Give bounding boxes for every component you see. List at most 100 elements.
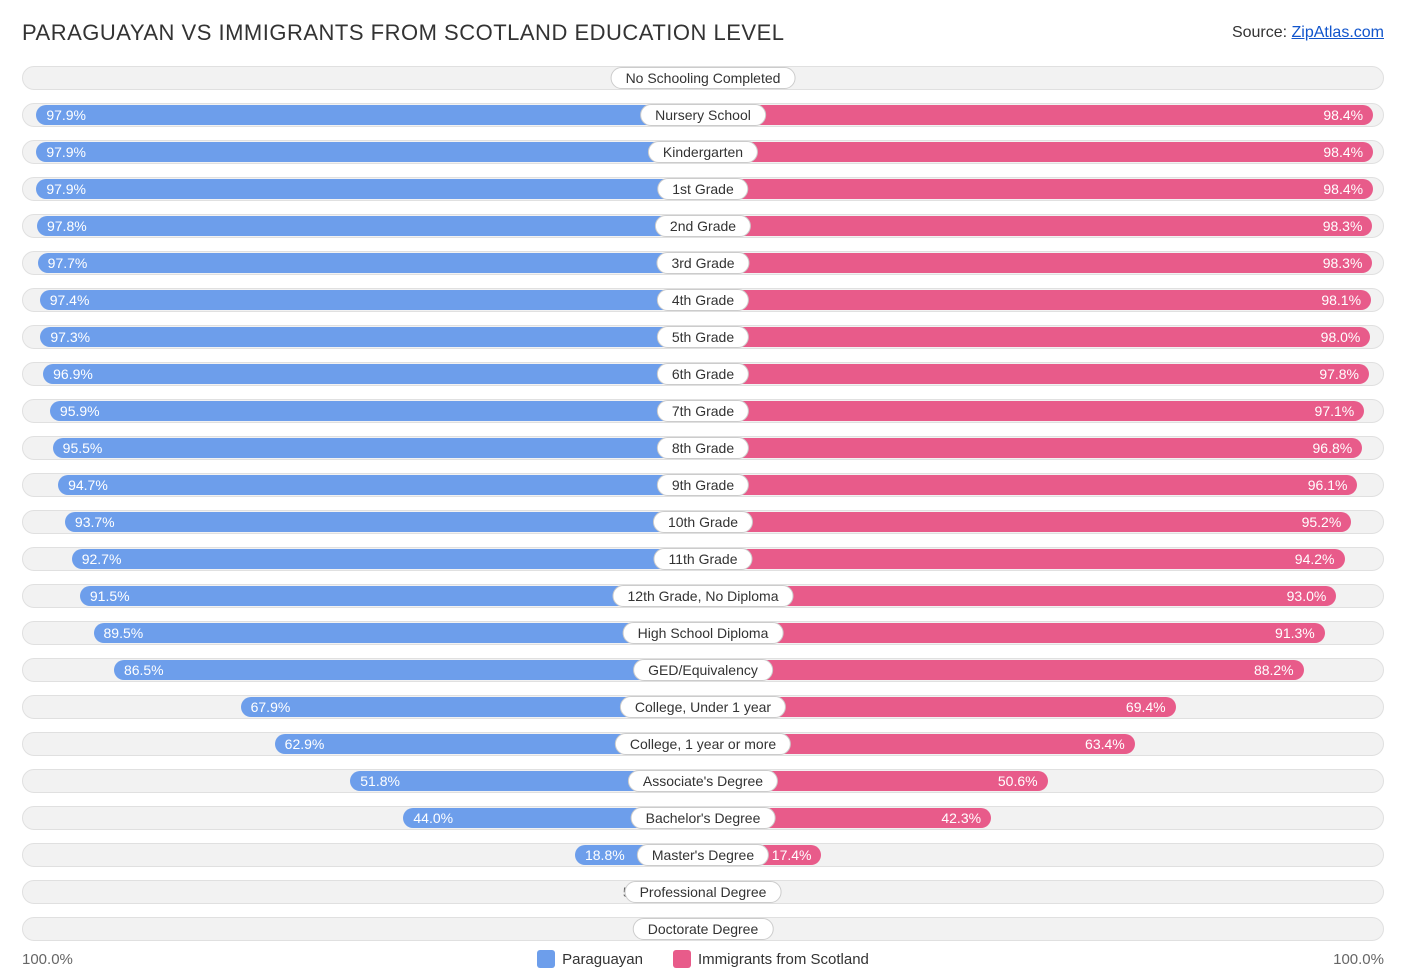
bar-left: 94.7% (58, 475, 703, 495)
half-right: 17.4% (703, 843, 1384, 867)
half-left: 2.2% (22, 66, 703, 90)
bar-value-right: 98.4% (1323, 181, 1363, 197)
page-title: PARAGUAYAN VS IMMIGRANTS FROM SCOTLAND E… (22, 20, 784, 46)
bar-left: 92.7% (72, 549, 703, 569)
bar-value-right: 42.3% (941, 810, 981, 826)
source-prefix: Source: (1232, 24, 1292, 41)
legend-item-right: Immigrants from Scotland (673, 950, 869, 968)
bar-left: 97.9% (36, 142, 703, 162)
chart-row: 91.5% 93.0% 12th Grade, No Diploma (22, 580, 1384, 612)
bar-value-left: 97.9% (46, 181, 86, 197)
bar-value-right: 91.3% (1275, 625, 1315, 641)
half-right: 42.3% (703, 806, 1384, 830)
half-right: 69.4% (703, 695, 1384, 719)
bar-right: 98.4% (703, 105, 1373, 125)
half-left: 67.9% (22, 695, 703, 719)
bar-left: 97.4% (40, 290, 703, 310)
bar-left: 89.5% (94, 623, 703, 643)
half-left: 91.5% (22, 584, 703, 608)
half-right: 98.1% (703, 288, 1384, 312)
bar-value-right: 17.4% (772, 847, 812, 863)
half-right: 97.1% (703, 399, 1384, 423)
chart-row: 51.8% 50.6% Associate's Degree (22, 765, 1384, 797)
category-label: 3rd Grade (656, 252, 749, 274)
half-right: 98.4% (703, 103, 1384, 127)
chart-row: 89.5% 91.3% High School Diploma (22, 617, 1384, 649)
half-right: 96.8% (703, 436, 1384, 460)
category-label: Nursery School (640, 104, 766, 126)
bar-value-right: 93.0% (1287, 588, 1327, 604)
bar-left: 93.7% (65, 512, 703, 532)
legend-swatch-left (537, 950, 555, 968)
chart-row: 97.9%98.4%Kindergarten (22, 136, 1384, 168)
bar-right: 94.2% (703, 549, 1345, 569)
bar-value-left: 94.7% (68, 477, 108, 493)
chart-row: 97.3% 98.0% 5th Grade (22, 321, 1384, 353)
bar-value-left: 18.8% (585, 847, 625, 863)
bar-value-left: 86.5% (124, 662, 164, 678)
half-left: 86.5% (22, 658, 703, 682)
category-label: GED/Equivalency (633, 659, 773, 681)
bar-value-right: 97.8% (1319, 366, 1359, 382)
axis-max-right: 100.0% (1333, 951, 1384, 968)
category-label: 10th Grade (653, 511, 753, 533)
category-label: Associate's Degree (628, 770, 778, 792)
bar-value-right: 96.8% (1313, 440, 1353, 456)
bar-value-right: 98.0% (1321, 329, 1361, 345)
bar-value-right: 69.4% (1126, 699, 1166, 715)
half-left: 18.8% (22, 843, 703, 867)
chart-row: 86.5%88.2%GED/Equivalency (22, 654, 1384, 686)
half-left: 97.8% (22, 214, 703, 238)
category-label: No Schooling Completed (611, 67, 796, 89)
bar-right: 96.1% (703, 475, 1357, 495)
bar-value-left: 95.5% (63, 440, 103, 456)
chart-footer: 100.0% Paraguayan Immigrants from Scotla… (22, 950, 1384, 968)
category-label: 4th Grade (657, 289, 749, 311)
half-right: 63.4% (703, 732, 1384, 756)
chart-row: 2.2%1.6%No Schooling Completed (22, 62, 1384, 94)
chart-row: 97.8%98.3%2nd Grade (22, 210, 1384, 242)
bar-left: 91.5% (80, 586, 703, 606)
bar-right: 98.3% (703, 216, 1372, 236)
chart-row: 92.7%94.2%11th Grade (22, 543, 1384, 575)
half-left: 51.8% (22, 769, 703, 793)
half-right: 98.3% (703, 251, 1384, 275)
category-label: 12th Grade, No Diploma (613, 585, 794, 607)
category-label: Master's Degree (637, 844, 769, 866)
category-label: 5th Grade (657, 326, 749, 348)
category-label: High School Diploma (623, 622, 784, 644)
legend-swatch-right (673, 950, 691, 968)
half-right: 2.2% (703, 917, 1384, 941)
category-label: Professional Degree (625, 881, 782, 903)
half-left: 97.4% (22, 288, 703, 312)
half-left: 94.7% (22, 473, 703, 497)
source-link[interactable]: ZipAtlas.com (1292, 24, 1384, 41)
bar-right: 97.8% (703, 364, 1369, 384)
bar-value-left: 97.3% (50, 329, 90, 345)
category-label: 1st Grade (657, 178, 748, 200)
chart-row: 18.8% 17.4%Master's Degree (22, 839, 1384, 871)
bar-left: 95.5% (53, 438, 703, 458)
half-right: 95.2% (703, 510, 1384, 534)
legend-label-right: Immigrants from Scotland (698, 951, 869, 968)
bar-value-right: 98.1% (1321, 292, 1361, 308)
legend-label-left: Paraguayan (562, 951, 643, 968)
half-left: 93.7% (22, 510, 703, 534)
category-label: 7th Grade (657, 400, 749, 422)
chart-row: 97.9% 98.4% 1st Grade (22, 173, 1384, 205)
bar-left: 97.7% (38, 253, 703, 273)
category-label: 11th Grade (653, 548, 752, 570)
half-left: 44.0% (22, 806, 703, 830)
half-left: 95.5% (22, 436, 703, 460)
half-left: 97.3% (22, 325, 703, 349)
bar-right: 97.1% (703, 401, 1364, 421)
bar-value-left: 93.7% (75, 514, 115, 530)
bar-right: 96.8% (703, 438, 1362, 458)
half-right: 98.0% (703, 325, 1384, 349)
bar-value-left: 97.7% (48, 255, 88, 271)
category-label: College, 1 year or more (615, 733, 791, 755)
chart-row: 95.5%96.8%8th Grade (22, 432, 1384, 464)
bar-value-left: 89.5% (104, 625, 144, 641)
chart-row: 2.3%2.2%Doctorate Degree (22, 913, 1384, 945)
bar-value-right: 50.6% (998, 773, 1038, 789)
